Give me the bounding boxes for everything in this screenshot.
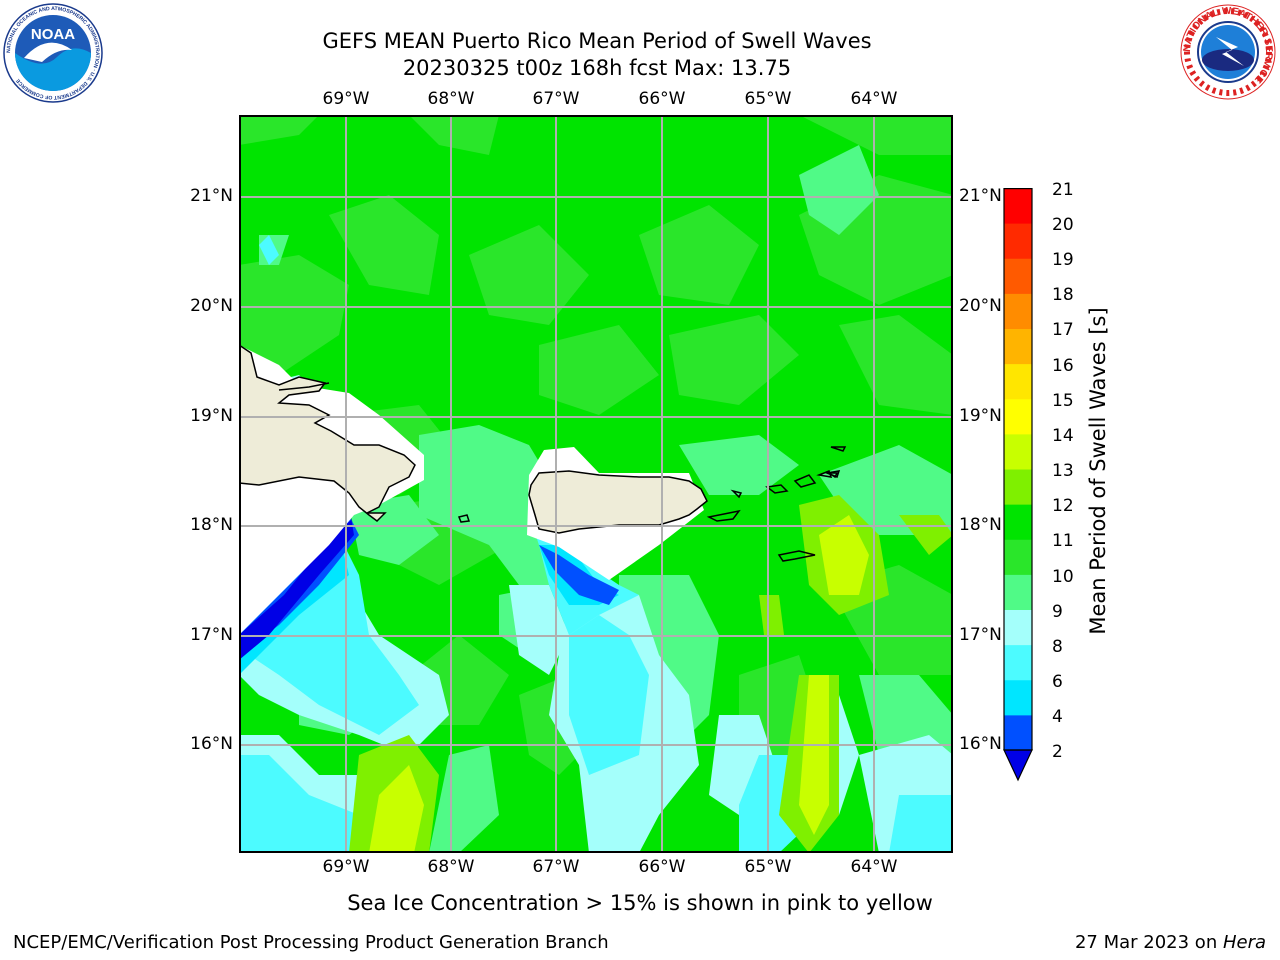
colorbar-tick: 2 (1052, 742, 1063, 762)
noaa-logo: NOAA NATIONAL OCEANIC AND ATMOSPHERIC AD… (2, 2, 104, 104)
lon-tick-top: 67°W (532, 89, 580, 109)
lon-tick-top: 64°W (850, 89, 898, 109)
nws-logo: NATIONAL WEATHER SERVICE (1178, 2, 1278, 102)
colorbar-segment (1004, 504, 1032, 540)
lat-tick-right: 21°N (959, 186, 1002, 206)
colorbar-tick: 13 (1052, 461, 1074, 481)
swell-period-map[interactable] (239, 115, 953, 853)
lat-tick-left: 20°N (190, 296, 233, 316)
colorbar-tick: 21 (1052, 180, 1074, 200)
colorbar-svg (1003, 188, 1033, 782)
field-13s (369, 515, 869, 853)
colorbar-tick: 11 (1052, 531, 1074, 551)
colorbar-under-extension (1003, 749, 1033, 782)
colorbar-segment (1004, 539, 1032, 575)
lon-tick-bottom: 64°W (850, 857, 898, 877)
lon-tick-bottom: 65°W (744, 857, 792, 877)
footer-date: 27 Mar 2023 on Hera (1075, 932, 1266, 953)
lon-tick-top: 66°W (638, 89, 686, 109)
lon-tick-top: 65°W (744, 89, 792, 109)
colorbar-title: Mean Period of Swell Waves [s] (1086, 307, 1110, 635)
colorbar-outline (1003, 188, 1033, 751)
lat-tick-right: 16°N (959, 734, 1002, 754)
colorbar-segment (1004, 398, 1032, 435)
colorbar-tick: 14 (1052, 426, 1074, 446)
colorbar-segment (1004, 679, 1032, 716)
colorbar-tick: 19 (1052, 250, 1074, 270)
lon-tick-bottom: 66°W (638, 857, 686, 877)
colorbar-segment (1004, 609, 1032, 646)
colorbar-segment (1004, 574, 1032, 610)
field-under-2s (239, 505, 354, 660)
colorbar-tick: 20 (1052, 215, 1074, 235)
colorbar-segment (1004, 188, 1032, 224)
lat-tick-left: 16°N (190, 734, 233, 754)
colorbar-segment (1004, 293, 1032, 329)
graticule (239, 115, 953, 853)
map-title-line2: 20230325 t00z 168h fcst Max: 13.75 (402, 56, 792, 80)
colorbar-segment (1004, 223, 1032, 259)
colorbar-tick: 10 (1052, 567, 1074, 587)
colorbar-tick: 8 (1052, 637, 1063, 657)
lat-tick-right: 18°N (959, 515, 1002, 535)
colorbar-segment (1004, 328, 1032, 365)
sea-ice-note: Sea Ice Concentration > 15% is shown in … (347, 891, 933, 915)
lon-tick-top: 68°W (427, 89, 475, 109)
colorbar-tick: 18 (1052, 285, 1074, 305)
colorbar-tick: 4 (1052, 707, 1063, 727)
lat-tick-right: 20°N (959, 296, 1002, 316)
footer-date-text: 27 Mar 2023 on (1074, 932, 1223, 953)
colorbar-segment (1004, 714, 1032, 751)
colorbar-tick: 16 (1052, 356, 1074, 376)
lon-tick-bottom: 69°W (322, 857, 370, 877)
colorbar-segment (1004, 363, 1032, 400)
colorbar-segment (1004, 433, 1032, 470)
lat-tick-left: 18°N (190, 515, 233, 535)
footer-credit: NCEP/EMC/Verification Post Processing Pr… (13, 932, 609, 953)
colorbar-tick: 6 (1052, 672, 1063, 692)
colorbar-segment (1004, 258, 1032, 294)
colorbar-tick: 15 (1052, 391, 1074, 411)
lon-tick-top: 69°W (322, 89, 370, 109)
colorbar-tick: 17 (1052, 320, 1074, 340)
colorbar (1002, 188, 1034, 784)
map-frame (239, 115, 953, 853)
map-title-line1: GEFS MEAN Puerto Rico Mean Period of Swe… (322, 29, 872, 53)
lat-tick-left: 19°N (190, 406, 233, 426)
lat-tick-right: 19°N (959, 406, 1002, 426)
noaa-logo-text: NOAA (31, 26, 75, 43)
lat-tick-left: 17°N (190, 625, 233, 645)
small-islands (457, 446, 847, 562)
lat-tick-left: 21°N (190, 186, 233, 206)
lon-tick-bottom: 68°W (427, 857, 475, 877)
colorbar-tick: 9 (1052, 602, 1063, 622)
colorbar-segment (1004, 469, 1032, 505)
colorbar-tick: 12 (1052, 496, 1074, 516)
footer-machine: Hera (1222, 932, 1266, 953)
colorbar-segment (1004, 644, 1032, 681)
lat-tick-right: 17°N (959, 625, 1002, 645)
lon-tick-bottom: 67°W (532, 857, 580, 877)
